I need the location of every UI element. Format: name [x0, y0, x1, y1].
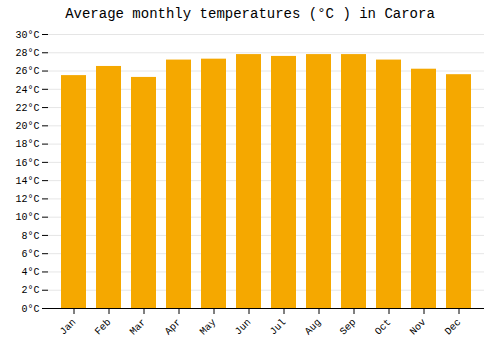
svg-text:4°C: 4°C: [21, 267, 39, 278]
svg-text:Mar: Mar: [128, 317, 149, 338]
svg-text:10°C: 10°C: [15, 212, 39, 223]
svg-text:Jun: Jun: [233, 317, 254, 338]
svg-text:Jan: Jan: [58, 317, 79, 338]
svg-text:Nov: Nov: [408, 317, 429, 338]
svg-text:Aug: Aug: [303, 317, 324, 338]
svg-text:26°C: 26°C: [15, 66, 39, 77]
svg-text:Apr: Apr: [163, 317, 184, 338]
svg-text:Dec: Dec: [443, 317, 464, 338]
svg-text:Feb: Feb: [93, 317, 114, 338]
svg-text:22°C: 22°C: [15, 103, 39, 114]
svg-text:14°C: 14°C: [15, 176, 39, 187]
svg-text:Oct: Oct: [373, 317, 394, 338]
svg-text:May: May: [198, 317, 219, 338]
svg-text:12°C: 12°C: [15, 194, 39, 205]
svg-text:28°C: 28°C: [15, 48, 39, 59]
svg-text:30°C: 30°C: [15, 30, 39, 41]
svg-text:0°C: 0°C: [21, 304, 39, 315]
svg-text:20°C: 20°C: [15, 121, 39, 132]
svg-text:24°C: 24°C: [15, 85, 39, 96]
svg-text:2°C: 2°C: [21, 285, 39, 296]
svg-text:Sep: Sep: [338, 317, 359, 338]
html-text:Average monthly temperatures (: Average monthly temperatures (°C ) in Ca…: [65, 6, 435, 22]
svg-text:6°C: 6°C: [21, 249, 39, 260]
svg-text:Jul: Jul: [268, 317, 289, 338]
svg-text:16°C: 16°C: [15, 158, 39, 169]
svg-text:18°C: 18°C: [15, 139, 39, 150]
svg-text:8°C: 8°C: [21, 231, 39, 242]
